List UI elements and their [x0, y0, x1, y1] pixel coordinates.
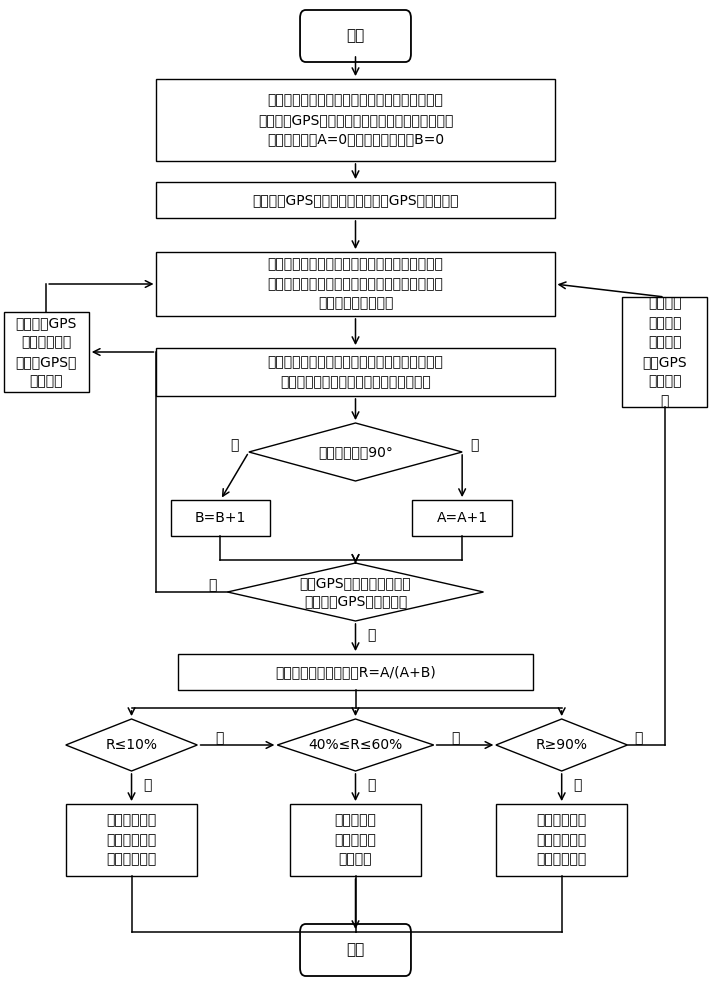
- Text: 获取下一
预设时间
内的浮动
车的GPS
定位点数
据: 获取下一 预设时间 内的浮动 车的GPS 定位点数 据: [643, 296, 687, 408]
- Text: 否: 否: [215, 731, 223, 745]
- Text: 否: 否: [208, 578, 217, 592]
- Bar: [4, 312, 89, 392]
- Text: 计算当前第一折点、当前第二折点组成的当前向
量与当前定位点行驶方向之间的当前夹角: 计算当前第一折点、当前第二折点组成的当前向 量与当前定位点行驶方向之间的当前夹角: [267, 355, 444, 389]
- Text: 将下一个GPS
定位点数据作
为当前GPS定
位点数据: 将下一个GPS 定位点数据作 为当前GPS定 位点数据: [16, 316, 77, 388]
- Bar: [156, 348, 555, 396]
- Text: 获取预设时间内的匹配在同一道路路段上的所有
浮动车的GPS定位点数据；预设该道路路段上的正
向行驶点数为A=0，逆向行驶点数为B=0: 获取预设时间内的匹配在同一道路路段上的所有 浮动车的GPS定位点数据；预设该道路…: [258, 94, 453, 146]
- Text: 是: 是: [367, 628, 375, 642]
- Text: A=A+1: A=A+1: [437, 511, 488, 525]
- Bar: [496, 804, 627, 876]
- Bar: [622, 297, 707, 407]
- Text: R≥90%: R≥90%: [535, 738, 588, 752]
- Polygon shape: [277, 719, 434, 771]
- Text: 当前夹角大于90°: 当前夹角大于90°: [318, 445, 393, 459]
- Bar: [156, 252, 555, 316]
- Polygon shape: [496, 719, 628, 771]
- Bar: [171, 500, 270, 536]
- Polygon shape: [228, 563, 483, 621]
- Text: 是: 是: [367, 778, 375, 792]
- Text: 该道路路段的
行驶方向为逆
向行驶单行道: 该道路路段的 行驶方向为逆 向行驶单行道: [107, 814, 156, 866]
- Text: 当前GPS定位点数据是否为
最后一个GPS定位点数据: 当前GPS定位点数据是否为 最后一个GPS定位点数据: [300, 576, 411, 608]
- Text: 否: 否: [451, 731, 459, 745]
- Text: 是: 是: [143, 778, 151, 792]
- Bar: [156, 182, 555, 218]
- Text: 否: 否: [471, 438, 479, 452]
- Text: 是: 是: [230, 438, 239, 452]
- FancyBboxPatch shape: [300, 10, 411, 62]
- Bar: [178, 654, 533, 690]
- Text: 是: 是: [573, 778, 582, 792]
- Text: 根据当前定位点位置信息，从道路路段的起点开
始寻找与当前定位点相邻的当前第一折点、当前
第二折点的位置信息: 根据当前定位点位置信息，从道路路段的起点开 始寻找与当前定位点相邻的当前第一折点…: [267, 257, 444, 310]
- Text: 否: 否: [634, 731, 643, 745]
- Text: B=B+1: B=B+1: [195, 511, 246, 525]
- Text: R≤10%: R≤10%: [105, 738, 158, 752]
- Text: 结束: 结束: [346, 942, 365, 958]
- Bar: [412, 500, 512, 536]
- Text: 该道路路段
的行驶方向
为双行道: 该道路路段 的行驶方向 为双行道: [335, 814, 376, 866]
- Text: 将第一个GPS定位点数据作为当前GPS定位点数据: 将第一个GPS定位点数据作为当前GPS定位点数据: [252, 193, 459, 207]
- Polygon shape: [249, 423, 462, 481]
- Polygon shape: [65, 719, 197, 771]
- Text: 统计道路正向行驶概率R=A/(A+B): 统计道路正向行驶概率R=A/(A+B): [275, 665, 436, 679]
- Bar: [156, 79, 555, 161]
- Text: 该道路路段的
行驶方向为正
向行驶单行道: 该道路路段的 行驶方向为正 向行驶单行道: [537, 814, 587, 866]
- Bar: [65, 804, 197, 876]
- FancyBboxPatch shape: [300, 924, 411, 976]
- Bar: [290, 804, 421, 876]
- Text: 开始: 开始: [346, 28, 365, 43]
- Text: 40%≤R≤60%: 40%≤R≤60%: [309, 738, 402, 752]
